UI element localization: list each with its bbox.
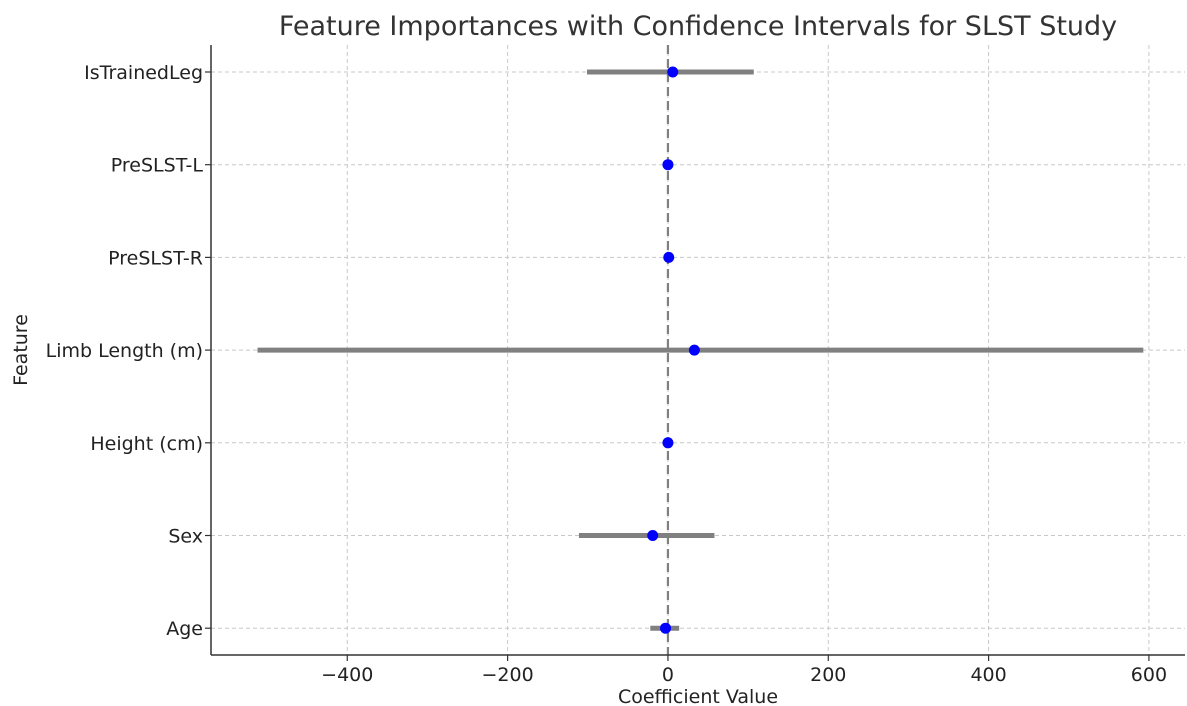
y-tick-labels: IsTrainedLeg PreSLST-L PreSLST-R Limb Lengt… — [46, 62, 204, 640]
y-axis-label: Feature — [10, 314, 32, 386]
y-tick-label: Sex — [168, 526, 203, 548]
coefficient-point — [662, 159, 674, 171]
x-tick-label: −400 — [321, 664, 373, 686]
x-axis-label: Coefficient Value — [618, 686, 778, 706]
chart-title: Feature Importances with Confidence Inte… — [279, 11, 1117, 42]
points — [647, 66, 700, 634]
axes — [205, 45, 1185, 661]
x-tick-label: −200 — [482, 664, 534, 686]
coefficient-point — [662, 437, 674, 449]
x-tick-label: 600 — [1131, 664, 1167, 686]
y-tick-label: Age — [166, 618, 203, 640]
coefficient-point — [663, 251, 675, 263]
coefficient-point — [660, 622, 672, 634]
y-tick-label: Limb Length (m) — [46, 340, 203, 362]
errorbars — [257, 69, 1144, 631]
x-tick-label: 200 — [810, 664, 846, 686]
y-tick-label: IsTrainedLeg — [84, 62, 203, 84]
y-tick-label: Height (cm) — [90, 433, 203, 455]
x-tick-labels: −400 −200 0 200 400 600 — [321, 664, 1167, 686]
y-tick-label: PreSLST-R — [108, 247, 203, 269]
x-tick-label: 400 — [970, 664, 1006, 686]
x-tick-label: 0 — [662, 664, 674, 686]
y-tick-label: PreSLST-L — [111, 155, 204, 177]
coefficient-point — [688, 344, 700, 356]
coefficient-point — [667, 66, 679, 78]
coefficient-point — [647, 530, 659, 541]
